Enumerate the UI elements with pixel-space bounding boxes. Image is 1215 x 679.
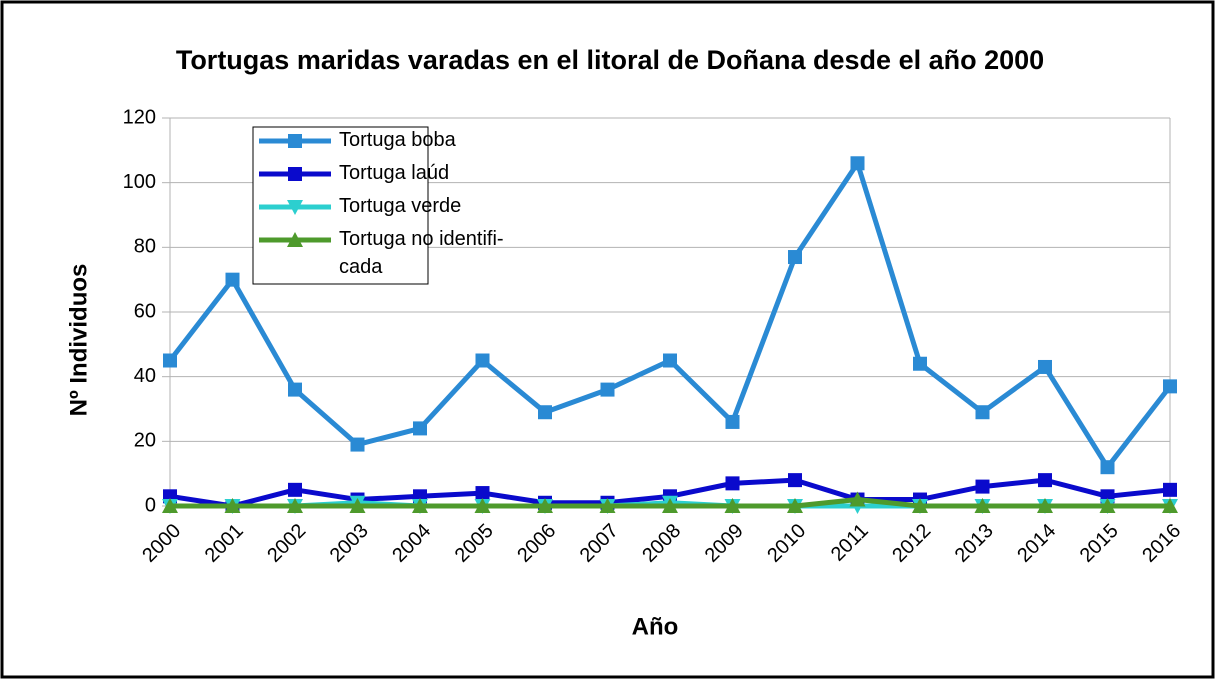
marker (787, 498, 803, 513)
y-tick-label: 0 (145, 494, 156, 516)
marker (974, 498, 991, 513)
marker (788, 250, 802, 265)
marker (788, 473, 802, 488)
marker (475, 486, 490, 501)
y-tick-label: 120 (123, 106, 156, 128)
marker (225, 272, 240, 287)
y-tick-label: 100 (123, 171, 156, 193)
marker (538, 405, 552, 420)
marker (287, 232, 303, 247)
marker (412, 498, 428, 513)
marker (288, 167, 302, 181)
marker (1037, 498, 1053, 513)
y-tick-label: 40 (134, 365, 156, 387)
y-tick-label: 60 (134, 300, 156, 322)
marker (849, 491, 866, 507)
marker (1162, 498, 1178, 513)
marker (663, 353, 677, 368)
marker (1163, 379, 1177, 394)
marker (1100, 460, 1115, 475)
marker (162, 498, 178, 513)
marker (288, 134, 302, 148)
chart-title: Tortugas maridas varadas en el litoral d… (176, 45, 1044, 75)
marker (475, 353, 490, 368)
marker (413, 421, 427, 436)
marker (600, 382, 615, 397)
marker (349, 498, 366, 513)
marker (288, 382, 302, 397)
legend-label: Tortuga boba (339, 129, 457, 151)
marker (662, 498, 678, 513)
marker (287, 200, 303, 215)
marker (913, 356, 927, 371)
marker (474, 498, 491, 513)
marker (725, 414, 740, 429)
marker (537, 498, 553, 513)
marker (1038, 359, 1052, 374)
marker (724, 498, 741, 513)
marker (288, 482, 302, 497)
marker (163, 353, 177, 368)
marker (912, 498, 928, 513)
y-axis-label: Nº Individuos (65, 264, 92, 417)
marker (599, 498, 616, 513)
marker (1038, 473, 1052, 488)
marker (224, 498, 241, 513)
marker (975, 405, 990, 420)
legend-label: Tortuga verde (339, 195, 461, 217)
legend-label: Tortuga no identifi-cada (339, 228, 504, 278)
y-tick-label: 20 (134, 430, 156, 452)
marker (1099, 498, 1116, 513)
y-tick-label: 80 (134, 236, 156, 258)
marker (725, 476, 740, 491)
marker (287, 498, 303, 513)
x-axis-label: Año (632, 613, 679, 640)
marker (1163, 482, 1177, 497)
legend-label: Tortuga laúd (339, 162, 449, 184)
marker (850, 156, 865, 171)
marker (350, 437, 365, 452)
marker (975, 479, 990, 494)
